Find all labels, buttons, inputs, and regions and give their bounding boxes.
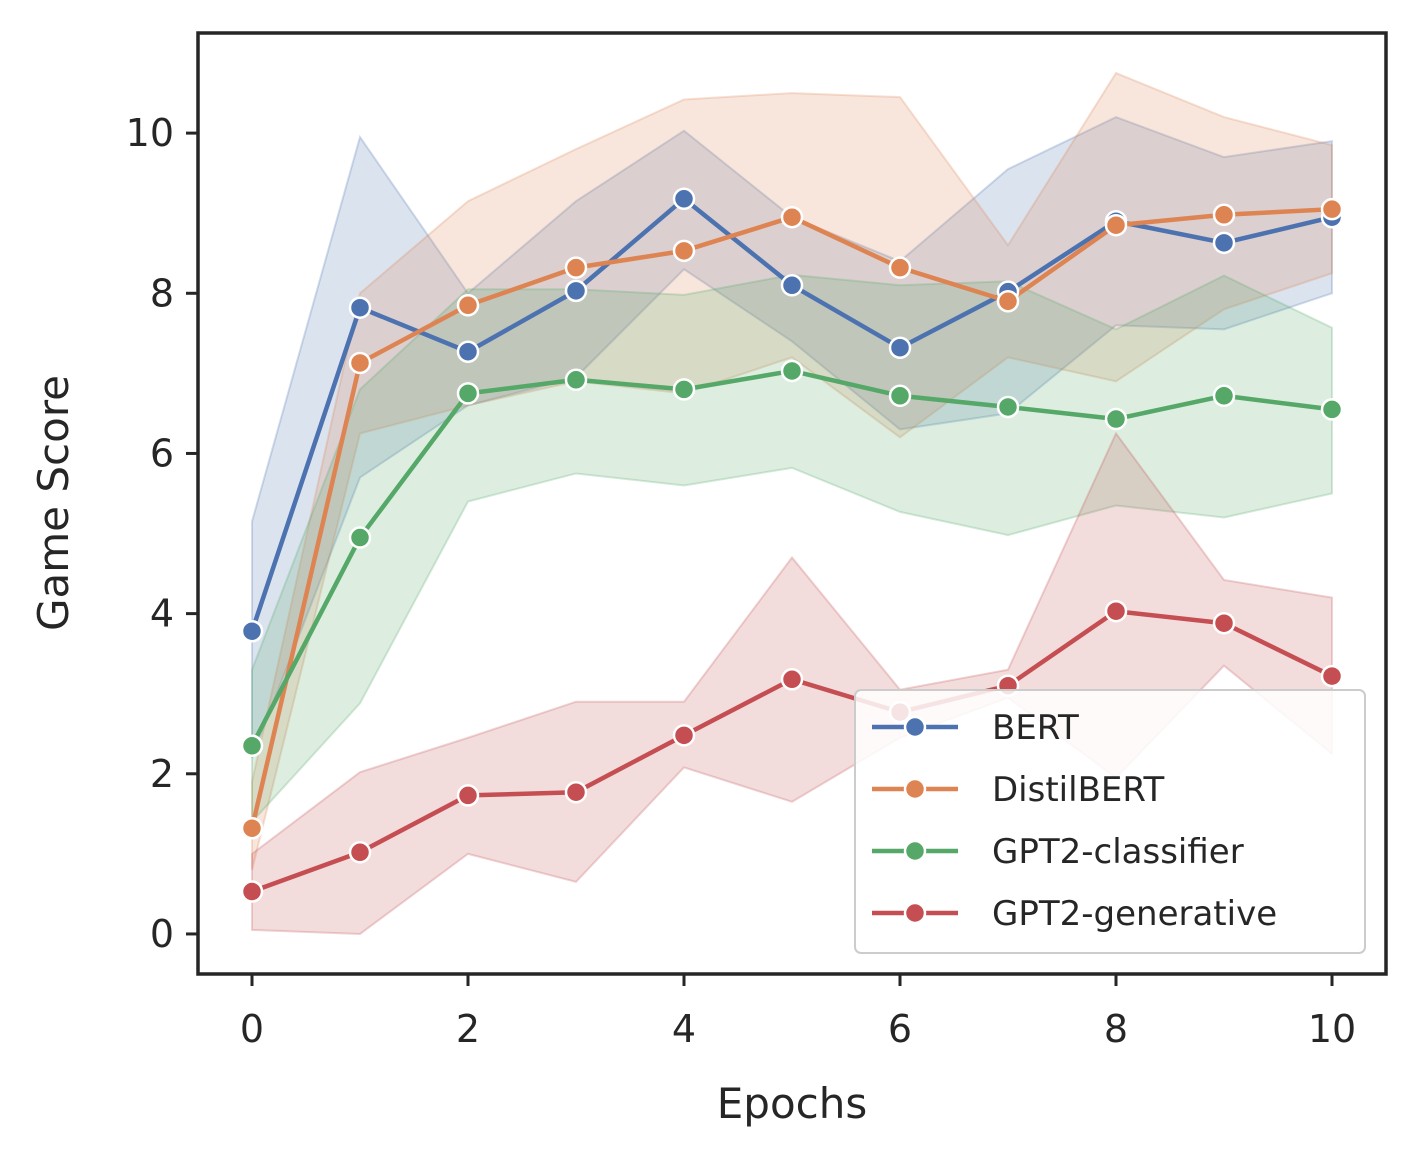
y-tick-label: 0 [150,912,174,956]
gpt2-generative-point [348,841,372,864]
legend-label-bert: BERT [992,708,1079,748]
y-tick-label: 6 [150,431,174,475]
legend-marker-bert [903,715,927,739]
gpt2-classifier-point [240,734,264,758]
y-tick-label: 4 [150,592,174,636]
legend: BERT DistilBERT GPT2-classifier GPT2-genera… [854,689,1366,954]
gpt2-generative-point [672,724,696,747]
bert-point [672,187,696,211]
distilbert-point [1320,197,1344,221]
y-axis-label: Game Score [29,375,78,631]
x-axis-label: Epochs [717,1079,868,1128]
bert-point [456,340,480,363]
gpt2-classifier-point [348,526,372,549]
gpt2-generative-point [564,780,588,804]
bert-point [780,274,804,297]
x-tick-label: 10 [1308,1007,1356,1051]
legend-marker-gpt2-generative [903,901,927,925]
legend-label-gpt2-classifier: GPT2-classifier [992,832,1244,872]
gpt2-generative-point [1320,664,1344,688]
bert-point [564,279,588,303]
x-axis-ticks: 0 2 4 6 8 10 [240,974,1356,1051]
y-tick-label: 10 [126,111,174,155]
legend-marker-distilbert [903,777,927,801]
gpt2-classifier-point [672,378,696,401]
bert-point [348,296,372,319]
gpt2-generative-point [780,668,804,691]
bert-ci-band [251,116,1333,759]
gpt2-generative-point [1104,599,1128,623]
gpt2-classifier-point [1212,384,1236,408]
gpt2-classifier-point [564,368,588,392]
bert-point [1212,231,1236,255]
distilbert-point [456,294,480,317]
y-tick-label: 2 [150,752,174,796]
distilbert-point [1212,203,1236,227]
gpt2-classifier-point [996,395,1020,419]
gpt2-classifier-point [1104,407,1128,431]
distilbert-point [240,816,264,840]
distilbert-point [348,351,372,375]
x-tick-label: 0 [240,1007,264,1051]
distilbert-point [780,205,804,229]
bert-point [888,336,912,359]
gpt2-classifier-point [1320,398,1344,421]
plot-frame [196,31,1388,976]
gpt2-classifier-point [888,384,912,408]
y-axis-ticks: 0 2 4 6 8 10 [126,111,198,956]
bert-point [240,619,264,643]
distilbert-point [888,256,912,279]
x-tick-label: 6 [888,1007,912,1051]
legend-label-gpt2-generative: GPT2-generative [992,894,1277,934]
x-tick-label: 8 [1104,1007,1128,1051]
y-tick-label: 8 [150,271,174,315]
gpt2-generative-point [456,784,480,807]
distilbert-point [564,256,588,279]
legend-label-distilbert: DistilBERT [992,770,1165,810]
distilbert-ci-band [251,71,1333,871]
gpt2-generative-point [1212,611,1236,635]
legend-box [854,689,1366,954]
series-markers [240,187,1344,903]
legend-marker-gpt2-classifier [903,839,927,863]
distilbert-point [672,239,696,263]
gpt2-classifier-point [456,382,480,405]
x-tick-label: 2 [456,1007,480,1051]
gpt2-classifier-point [780,359,804,383]
x-tick-label: 4 [672,1007,696,1051]
gpt2-generative-point [240,880,264,903]
distilbert-point [996,290,1020,313]
distilbert-point [1104,213,1128,237]
